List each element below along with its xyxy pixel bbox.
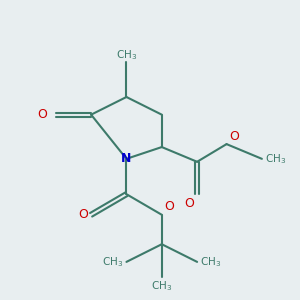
Text: CH$_3$: CH$_3$ bbox=[116, 48, 137, 62]
Text: O: O bbox=[37, 108, 47, 121]
Text: N: N bbox=[121, 152, 132, 165]
Text: O: O bbox=[78, 208, 88, 221]
Text: O: O bbox=[184, 197, 194, 210]
Text: CH$_3$: CH$_3$ bbox=[151, 280, 172, 293]
Text: O: O bbox=[230, 130, 239, 142]
Text: CH$_3$: CH$_3$ bbox=[200, 255, 221, 269]
Text: CH$_3$: CH$_3$ bbox=[265, 152, 286, 166]
Text: CH$_3$: CH$_3$ bbox=[102, 255, 124, 269]
Text: O: O bbox=[165, 200, 175, 213]
